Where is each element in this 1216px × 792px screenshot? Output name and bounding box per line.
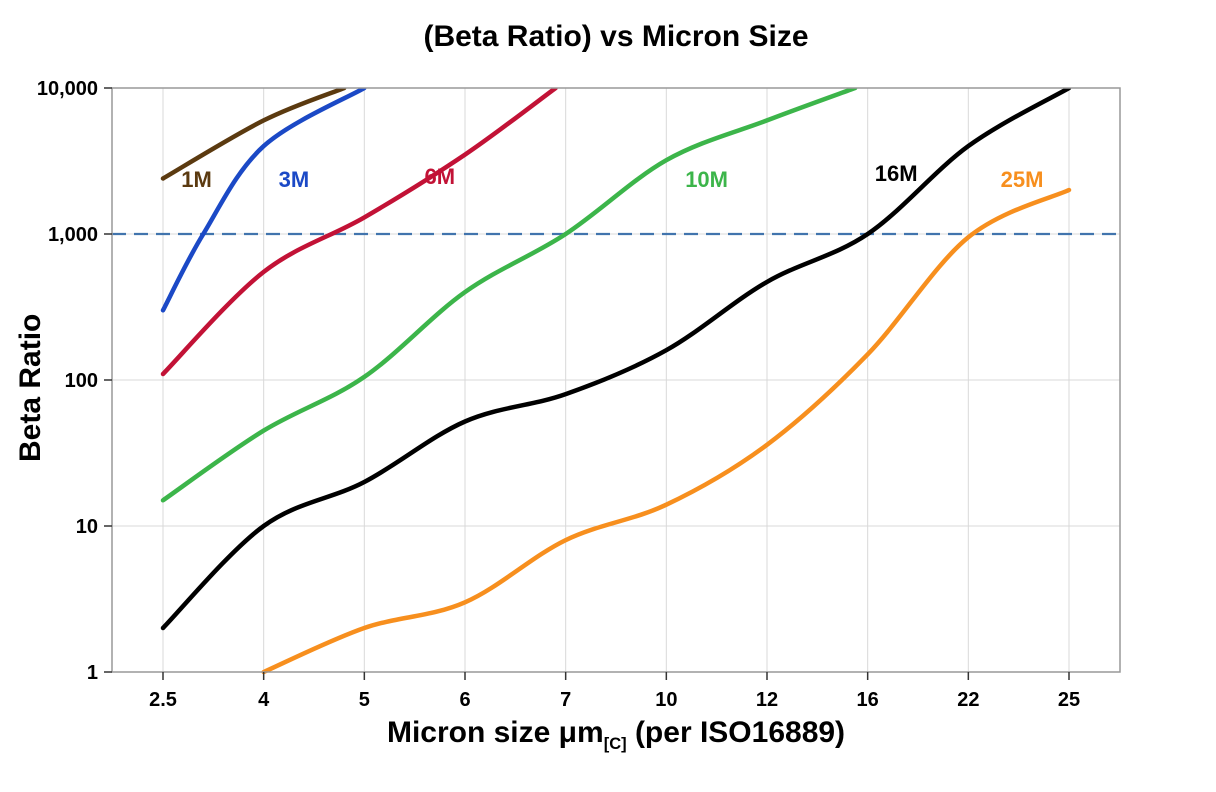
x-tick-label: 16 <box>857 689 879 711</box>
series-label-25m: 25M <box>1001 167 1044 192</box>
x-tick-label: 25 <box>1058 689 1080 711</box>
y-tick-label: 10 <box>76 516 98 538</box>
x-axis-title-suffix: (per ISO16889) <box>626 716 846 749</box>
x-tick-label: 12 <box>756 689 778 711</box>
x-tick-label: 4 <box>258 689 270 711</box>
y-axis-title: Beta Ratio <box>14 313 47 462</box>
y-tick-label: 10,000 <box>37 78 98 100</box>
series-label-16m: 16M <box>875 161 918 186</box>
y-tick-label: 1,000 <box>48 224 98 246</box>
series-curve-16m <box>160 88 1072 631</box>
y-tick-label: 100 <box>65 370 98 392</box>
x-axis-title-main: Micron size μm <box>386 716 604 749</box>
series-curve-3m <box>160 88 367 313</box>
x-tick-label: 22 <box>957 689 979 711</box>
series-label-3m: 3M <box>279 167 310 192</box>
x-tick-label: 6 <box>459 689 470 711</box>
series-label-1m: 1M <box>181 167 212 192</box>
x-tick-label: 10 <box>655 689 677 711</box>
series-curve-6m <box>160 88 558 377</box>
series-curve-10m <box>160 88 858 503</box>
y-tick-label: 1 <box>87 662 98 684</box>
x-tick-label: 7 <box>560 689 571 711</box>
series-curve-1m <box>160 88 347 181</box>
series-label-10m: 10M <box>685 167 728 192</box>
x-axis-title-sub: [C] <box>603 735 627 753</box>
x-axis-title: Micron size μm[C] (per ISO16889) <box>112 716 1120 754</box>
chart-title: (Beta Ratio) vs Micron Size <box>423 20 809 53</box>
x-tick-label: 5 <box>359 689 370 711</box>
series-label-6m: 6M <box>425 164 456 189</box>
series-curve-25m <box>261 187 1072 675</box>
x-tick-label: 2.5 <box>149 689 177 711</box>
